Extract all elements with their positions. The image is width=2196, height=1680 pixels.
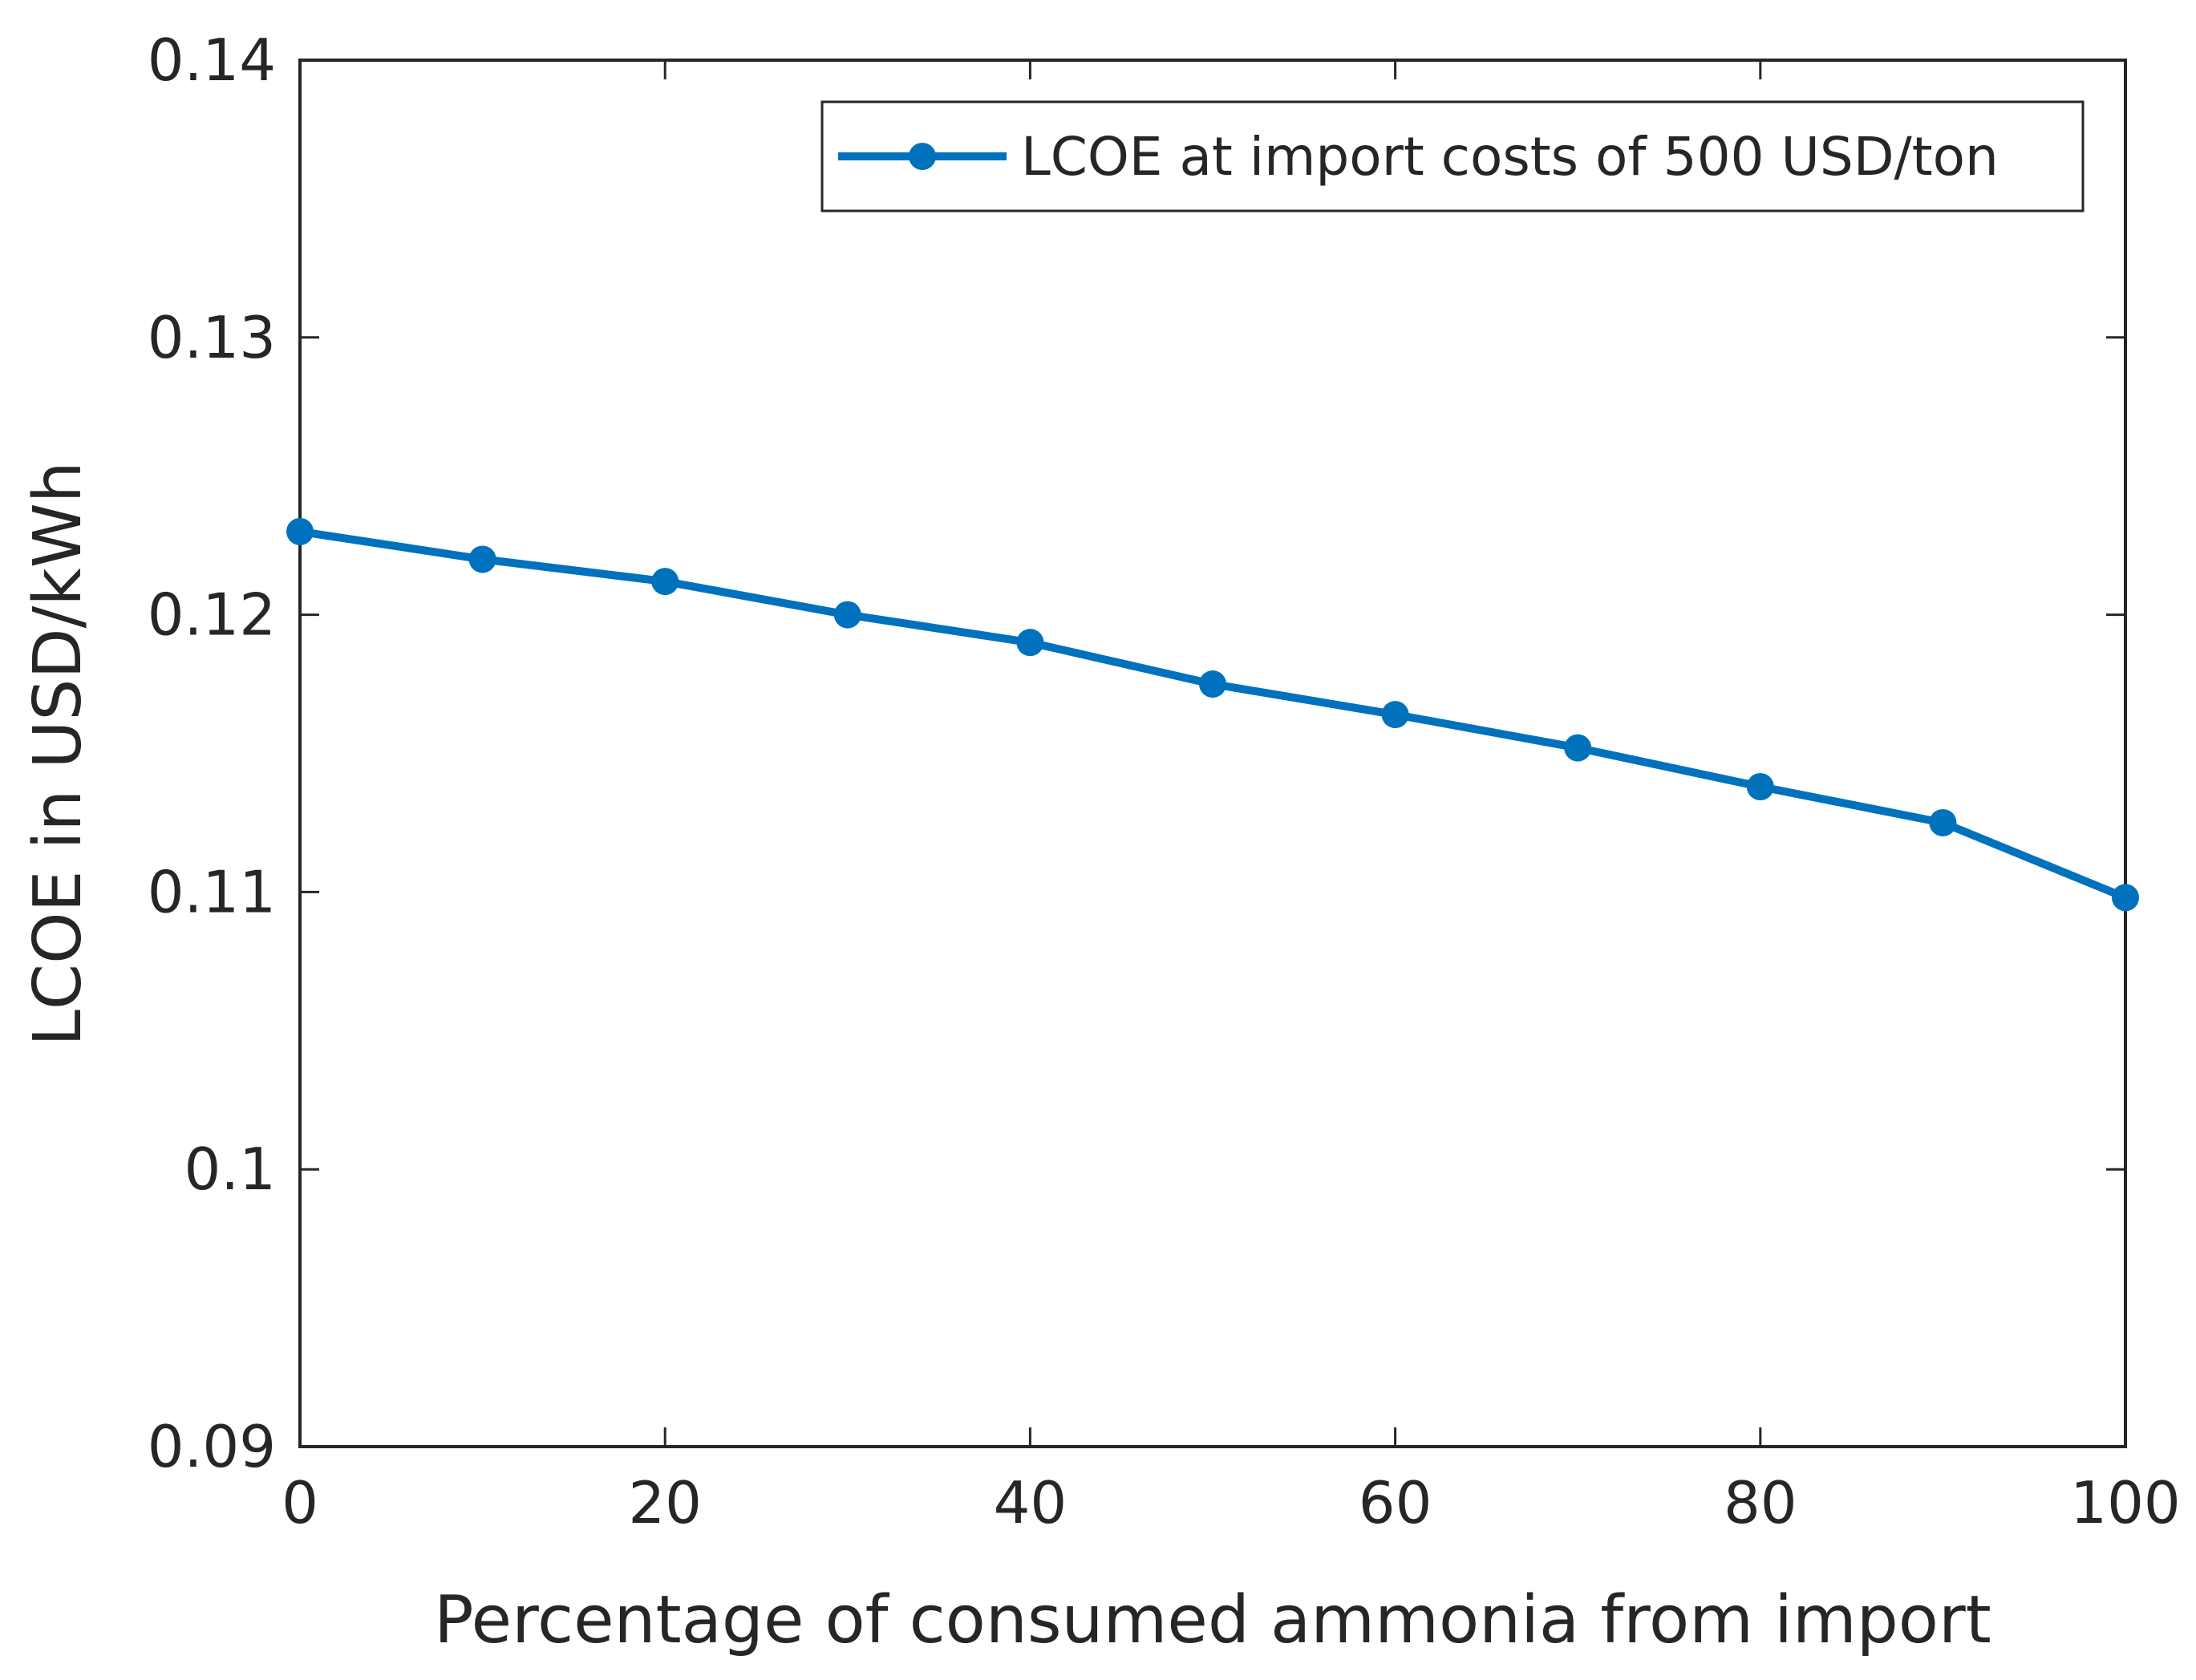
x-tick-label: 80 [1724, 1469, 1797, 1536]
x-tick-label: 20 [628, 1469, 702, 1536]
axes-box [298, 59, 2127, 1448]
data-point [1746, 772, 1774, 800]
data-point [1016, 629, 1044, 657]
x-tick-label: 100 [2070, 1469, 2180, 1536]
legend: LCOE at import costs of 500 USD/ton [820, 100, 2085, 213]
y-tick-label: 0.13 [148, 304, 276, 371]
data-point [286, 517, 314, 545]
y-axis-title: LCOE in USD/kWh [20, 461, 96, 1046]
y-tick-label: 0.14 [148, 26, 276, 94]
data-point [2112, 884, 2139, 912]
data-point [833, 601, 861, 629]
data-point [1199, 670, 1226, 698]
data-point [651, 568, 679, 596]
x-tick-label: 0 [282, 1469, 318, 1536]
plot-area [300, 60, 2125, 1447]
legend-label: LCOE at import costs of 500 USD/ton [1021, 126, 1999, 188]
y-tick-label: 0.11 [148, 858, 276, 925]
y-tick-label: 0.12 [148, 581, 276, 649]
y-tick-label: 0.09 [148, 1413, 276, 1480]
legend-box [820, 100, 2085, 213]
data-point [1564, 734, 1592, 762]
data-point [1381, 701, 1409, 729]
y-tick-label: 0.1 [184, 1136, 276, 1203]
x-tick-label: 60 [1359, 1469, 1432, 1536]
data-point [1929, 808, 1957, 836]
x-axis-title: Percentage of consumed ammonia from impo… [434, 1582, 1991, 1658]
x-tick-label: 40 [994, 1469, 1068, 1536]
legend-marker [909, 143, 936, 170]
data-point [468, 545, 496, 573]
